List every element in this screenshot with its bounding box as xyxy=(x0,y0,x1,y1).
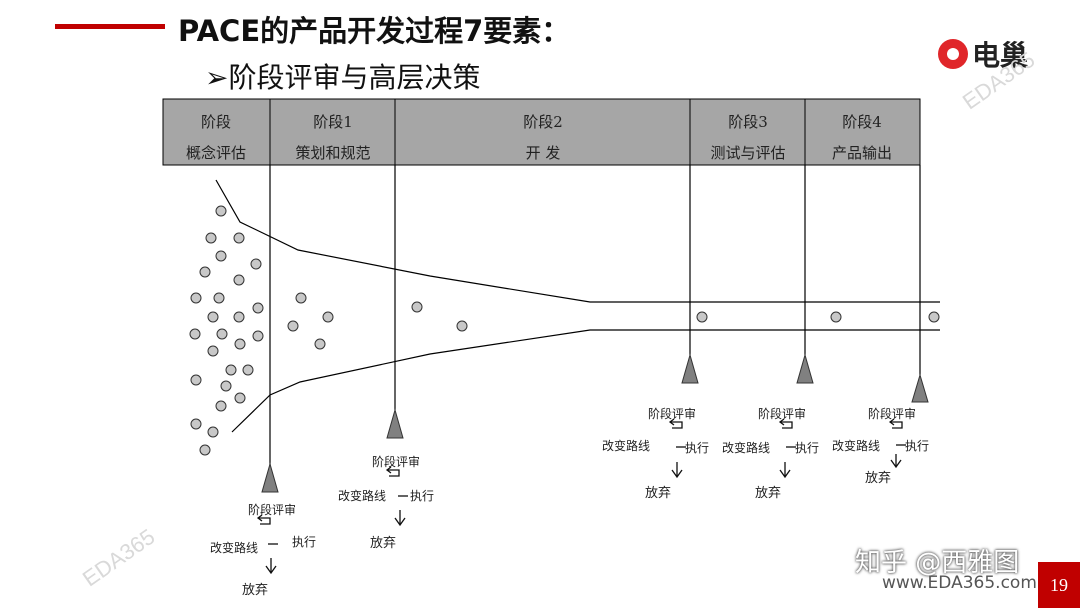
review-label: 阶段评审 xyxy=(372,454,420,469)
stage-3-name: 测试与评估 xyxy=(710,144,785,162)
change-label: 改变路线 xyxy=(338,488,386,503)
abandon-label: 放弃 xyxy=(242,583,268,598)
change-label: 改变路线 xyxy=(602,438,650,453)
abandon-label: 放弃 xyxy=(370,536,396,551)
execute-label: 执行 xyxy=(292,535,316,549)
brand-logo: 电巢 xyxy=(938,34,1028,74)
idea-dots xyxy=(189,205,940,456)
review-label: 阶段评审 xyxy=(648,406,696,421)
stage-header-bar xyxy=(162,98,921,166)
change-label: 改变路线 xyxy=(722,440,770,455)
abandon-label: 放弃 xyxy=(865,471,891,486)
zhihu-watermark: 知乎 @西雅图 xyxy=(855,548,1020,578)
stage-4-label: 阶段4 xyxy=(842,113,882,131)
change-label: 改变路线 xyxy=(832,438,880,453)
execute-label: 执行 xyxy=(410,489,434,503)
decision-block-gate-1: 阶段评审 改变路线 执行 放弃 xyxy=(210,502,316,598)
decision-block-gate-3: 阶段评审 改变路线 执行 放弃 xyxy=(602,406,709,501)
dianchao-logo-icon xyxy=(938,39,968,69)
decision-block-gate-4: 阶段评审 改变路线 执行 放弃 xyxy=(722,406,819,501)
review-label: 阶段评审 xyxy=(868,406,916,421)
funnel-outline xyxy=(215,179,940,433)
gate-3-triangle-icon xyxy=(681,353,699,384)
gate-1-triangle-icon xyxy=(261,462,279,493)
abandon-label: 放弃 xyxy=(755,486,781,501)
review-label: 阶段评审 xyxy=(758,406,806,421)
stage-2-label: 阶段2 xyxy=(523,113,563,131)
page-number: 19 xyxy=(1038,562,1080,608)
title-accent-bar xyxy=(55,24,165,29)
review-label: 阶段评审 xyxy=(248,502,296,517)
stage-2-name: 开 发 xyxy=(526,144,561,162)
logo-text: 电巢 xyxy=(972,39,1029,72)
execute-label: 执行 xyxy=(685,441,709,455)
decision-block-gate-5: 阶段评审 改变路线 执行 放弃 xyxy=(832,406,929,486)
stage-0-name: 概念评估 xyxy=(186,144,246,162)
execute-label: 执行 xyxy=(905,439,929,453)
execute-label: 执行 xyxy=(795,441,819,455)
stage-0-label: 阶段 xyxy=(201,113,231,131)
change-label: 改变路线 xyxy=(210,540,258,555)
abandon-label: 放弃 xyxy=(645,486,671,501)
stage-4-name: 产品输出 xyxy=(832,144,892,162)
stage-3-label: 阶段3 xyxy=(728,113,768,131)
stage-1-name: 策划和规范 xyxy=(295,144,370,162)
gate-5-triangle-icon xyxy=(911,373,929,403)
slide-subtitle: ➢阶段评审与高层决策 xyxy=(205,61,481,94)
stage-1-label: 阶段1 xyxy=(313,113,353,131)
gate-2-triangle-icon xyxy=(386,408,404,439)
decision-block-gate-2: 阶段评审 改变路线 执行 放弃 xyxy=(338,454,434,551)
slide-title: PACE的产品开发过程7要素： xyxy=(178,14,571,48)
website-watermark: www.EDA365.com xyxy=(882,573,1037,593)
gate-4-triangle-icon xyxy=(796,353,814,384)
decision-arrows xyxy=(256,418,906,575)
